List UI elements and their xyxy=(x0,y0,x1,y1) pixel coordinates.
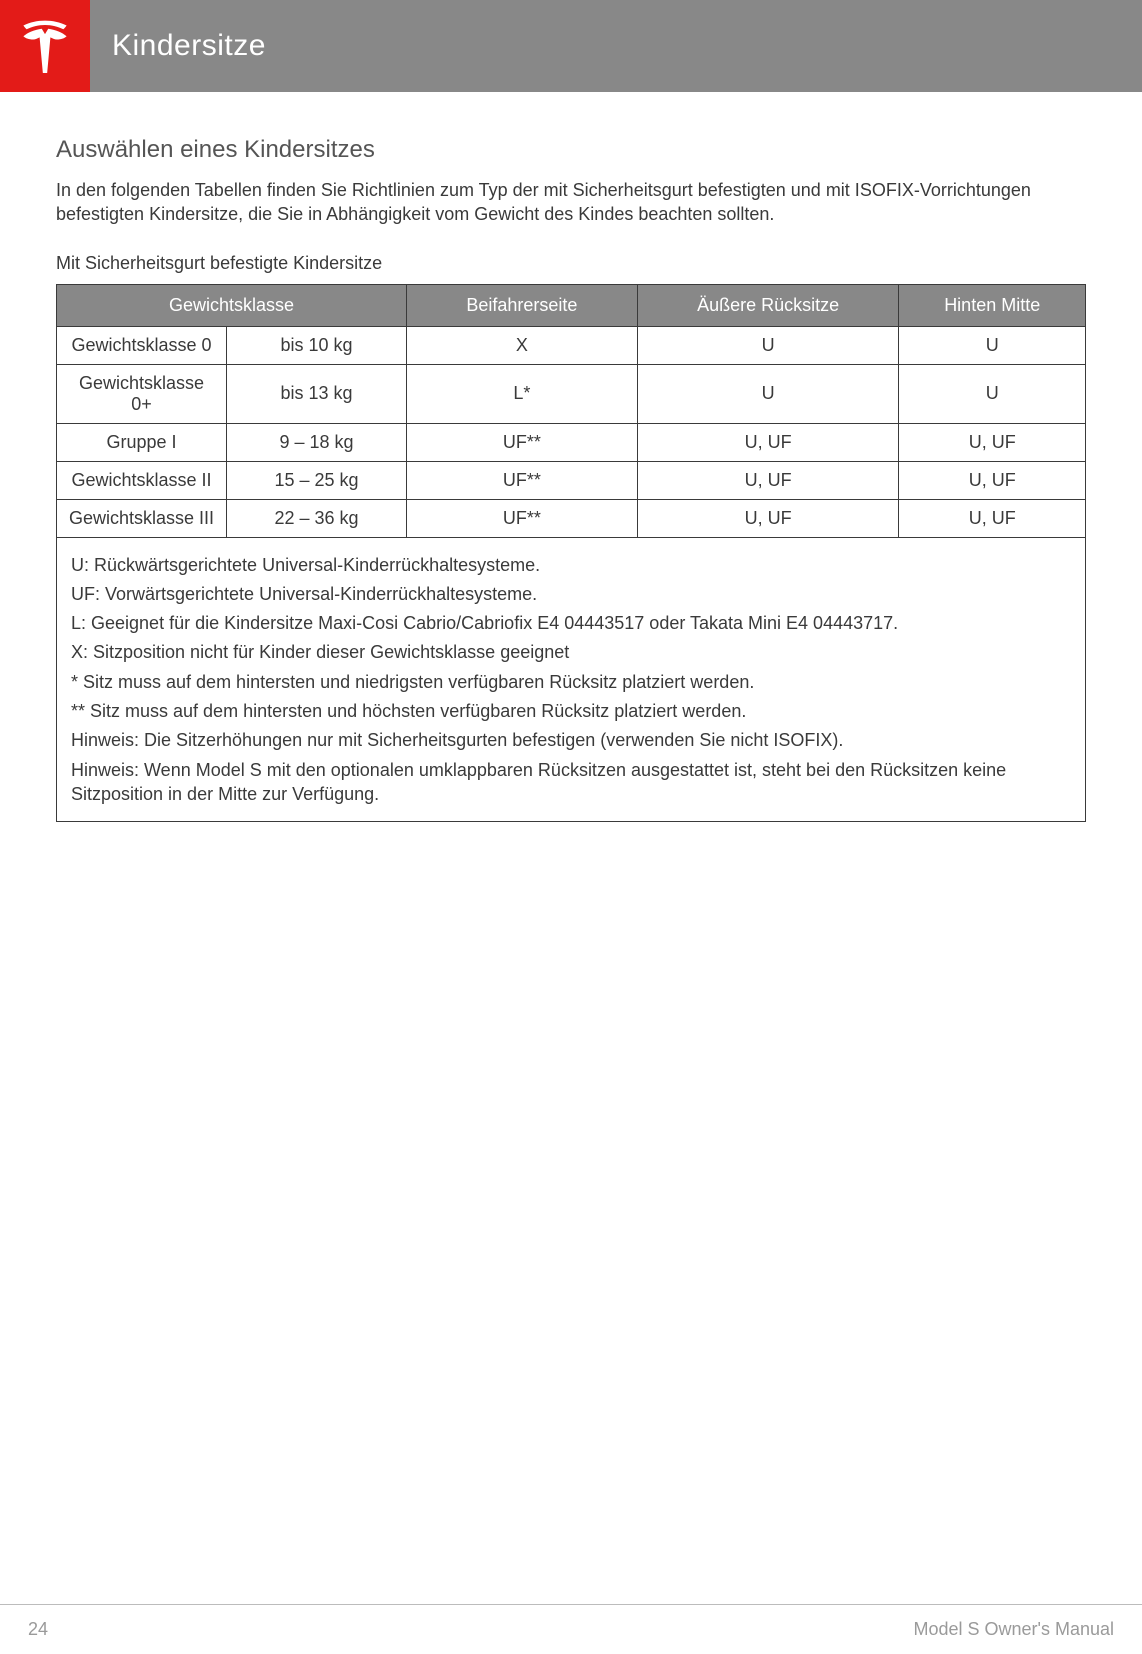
note-line: ** Sitz muss auf dem hintersten und höch… xyxy=(71,699,1071,723)
cell-center: U xyxy=(899,364,1086,423)
table-notes-row: U: Rückwärtsgerichtete Universal-Kinderr… xyxy=(57,537,1086,822)
cell-center: U xyxy=(899,326,1086,364)
table-sub-heading: Mit Sicherheitsgurt befestigte Kindersit… xyxy=(56,253,1086,274)
note-line: UF: Vorwärtsgerichtete Universal-Kinderr… xyxy=(71,582,1071,606)
intro-paragraph: In den folgenden Tabellen finden Sie Ric… xyxy=(56,178,1086,227)
col-aeussere-ruecksitze: Äußere Rücksitze xyxy=(637,284,899,326)
cell-weight: bis 13 kg xyxy=(227,364,407,423)
cell-outer: U, UF xyxy=(637,499,899,537)
doc-title: Model S Owner's Manual xyxy=(913,1619,1114,1640)
cell-center: U, UF xyxy=(899,499,1086,537)
cell-front: X xyxy=(407,326,638,364)
cell-weight: bis 10 kg xyxy=(227,326,407,364)
cell-outer: U, UF xyxy=(637,461,899,499)
cell-class: Gewichtsklasse 0 xyxy=(57,326,227,364)
notes-cell: U: Rückwärtsgerichtete Universal-Kinderr… xyxy=(57,537,1086,822)
page-number: 24 xyxy=(28,1619,48,1640)
tesla-logo-block xyxy=(0,0,90,92)
cell-class: Gewichtsklasse III xyxy=(57,499,227,537)
table-row: Gewichtsklasse II 15 – 25 kg UF** U, UF … xyxy=(57,461,1086,499)
page-footer: 24 Model S Owner's Manual xyxy=(0,1604,1142,1654)
cell-class: Gewichtsklasse 0+ xyxy=(57,364,227,423)
table-body: Gewichtsklasse 0 bis 10 kg X U U Gewicht… xyxy=(57,326,1086,822)
cell-center: U, UF xyxy=(899,423,1086,461)
col-hinten-mitte: Hinten Mitte xyxy=(899,284,1086,326)
cell-weight: 9 – 18 kg xyxy=(227,423,407,461)
cell-front: UF** xyxy=(407,423,638,461)
cell-outer: U, UF xyxy=(637,423,899,461)
header-bar: Kindersitze xyxy=(0,0,1142,92)
cell-center: U, UF xyxy=(899,461,1086,499)
cell-outer: U xyxy=(637,364,899,423)
table-row: Gruppe I 9 – 18 kg UF** U, UF U, UF xyxy=(57,423,1086,461)
cell-weight: 22 – 36 kg xyxy=(227,499,407,537)
table-row: Gewichtsklasse 0 bis 10 kg X U U xyxy=(57,326,1086,364)
note-line: Hinweis: Die Sitzerhöhungen nur mit Sich… xyxy=(71,728,1071,752)
note-line: Hinweis: Wenn Model S mit den optionalen… xyxy=(71,758,1071,807)
content-area: Auswählen eines Kindersitzes In den folg… xyxy=(0,92,1142,822)
child-seat-table: Gewichtsklasse Beifahrerseite Äußere Rüc… xyxy=(56,284,1086,823)
table-row: Gewichtsklasse III 22 – 36 kg UF** U, UF… xyxy=(57,499,1086,537)
cell-class: Gewichtsklasse II xyxy=(57,461,227,499)
cell-weight: 15 – 25 kg xyxy=(227,461,407,499)
note-line: * Sitz muss auf dem hintersten und niedr… xyxy=(71,670,1071,694)
section-heading: Auswählen eines Kindersitzes xyxy=(56,136,1086,164)
cell-front: UF** xyxy=(407,461,638,499)
cell-front: L* xyxy=(407,364,638,423)
cell-outer: U xyxy=(637,326,899,364)
note-line: U: Rückwärtsgerichtete Universal-Kinderr… xyxy=(71,553,1071,577)
col-gewichtsklasse: Gewichtsklasse xyxy=(57,284,407,326)
page: Kindersitze Auswählen eines Kindersitzes… xyxy=(0,0,1142,1654)
note-line: X: Sitzposition nicht für Kinder dieser … xyxy=(71,640,1071,664)
note-line: L: Geeignet für die Kindersitze Maxi-Cos… xyxy=(71,611,1071,635)
col-beifahrerseite: Beifahrerseite xyxy=(407,284,638,326)
cell-class: Gruppe I xyxy=(57,423,227,461)
table-header-row: Gewichtsklasse Beifahrerseite Äußere Rüc… xyxy=(57,284,1086,326)
tesla-logo-icon xyxy=(18,19,72,73)
table-row: Gewichtsklasse 0+ bis 13 kg L* U U xyxy=(57,364,1086,423)
page-title: Kindersitze xyxy=(112,29,266,63)
cell-front: UF** xyxy=(407,499,638,537)
